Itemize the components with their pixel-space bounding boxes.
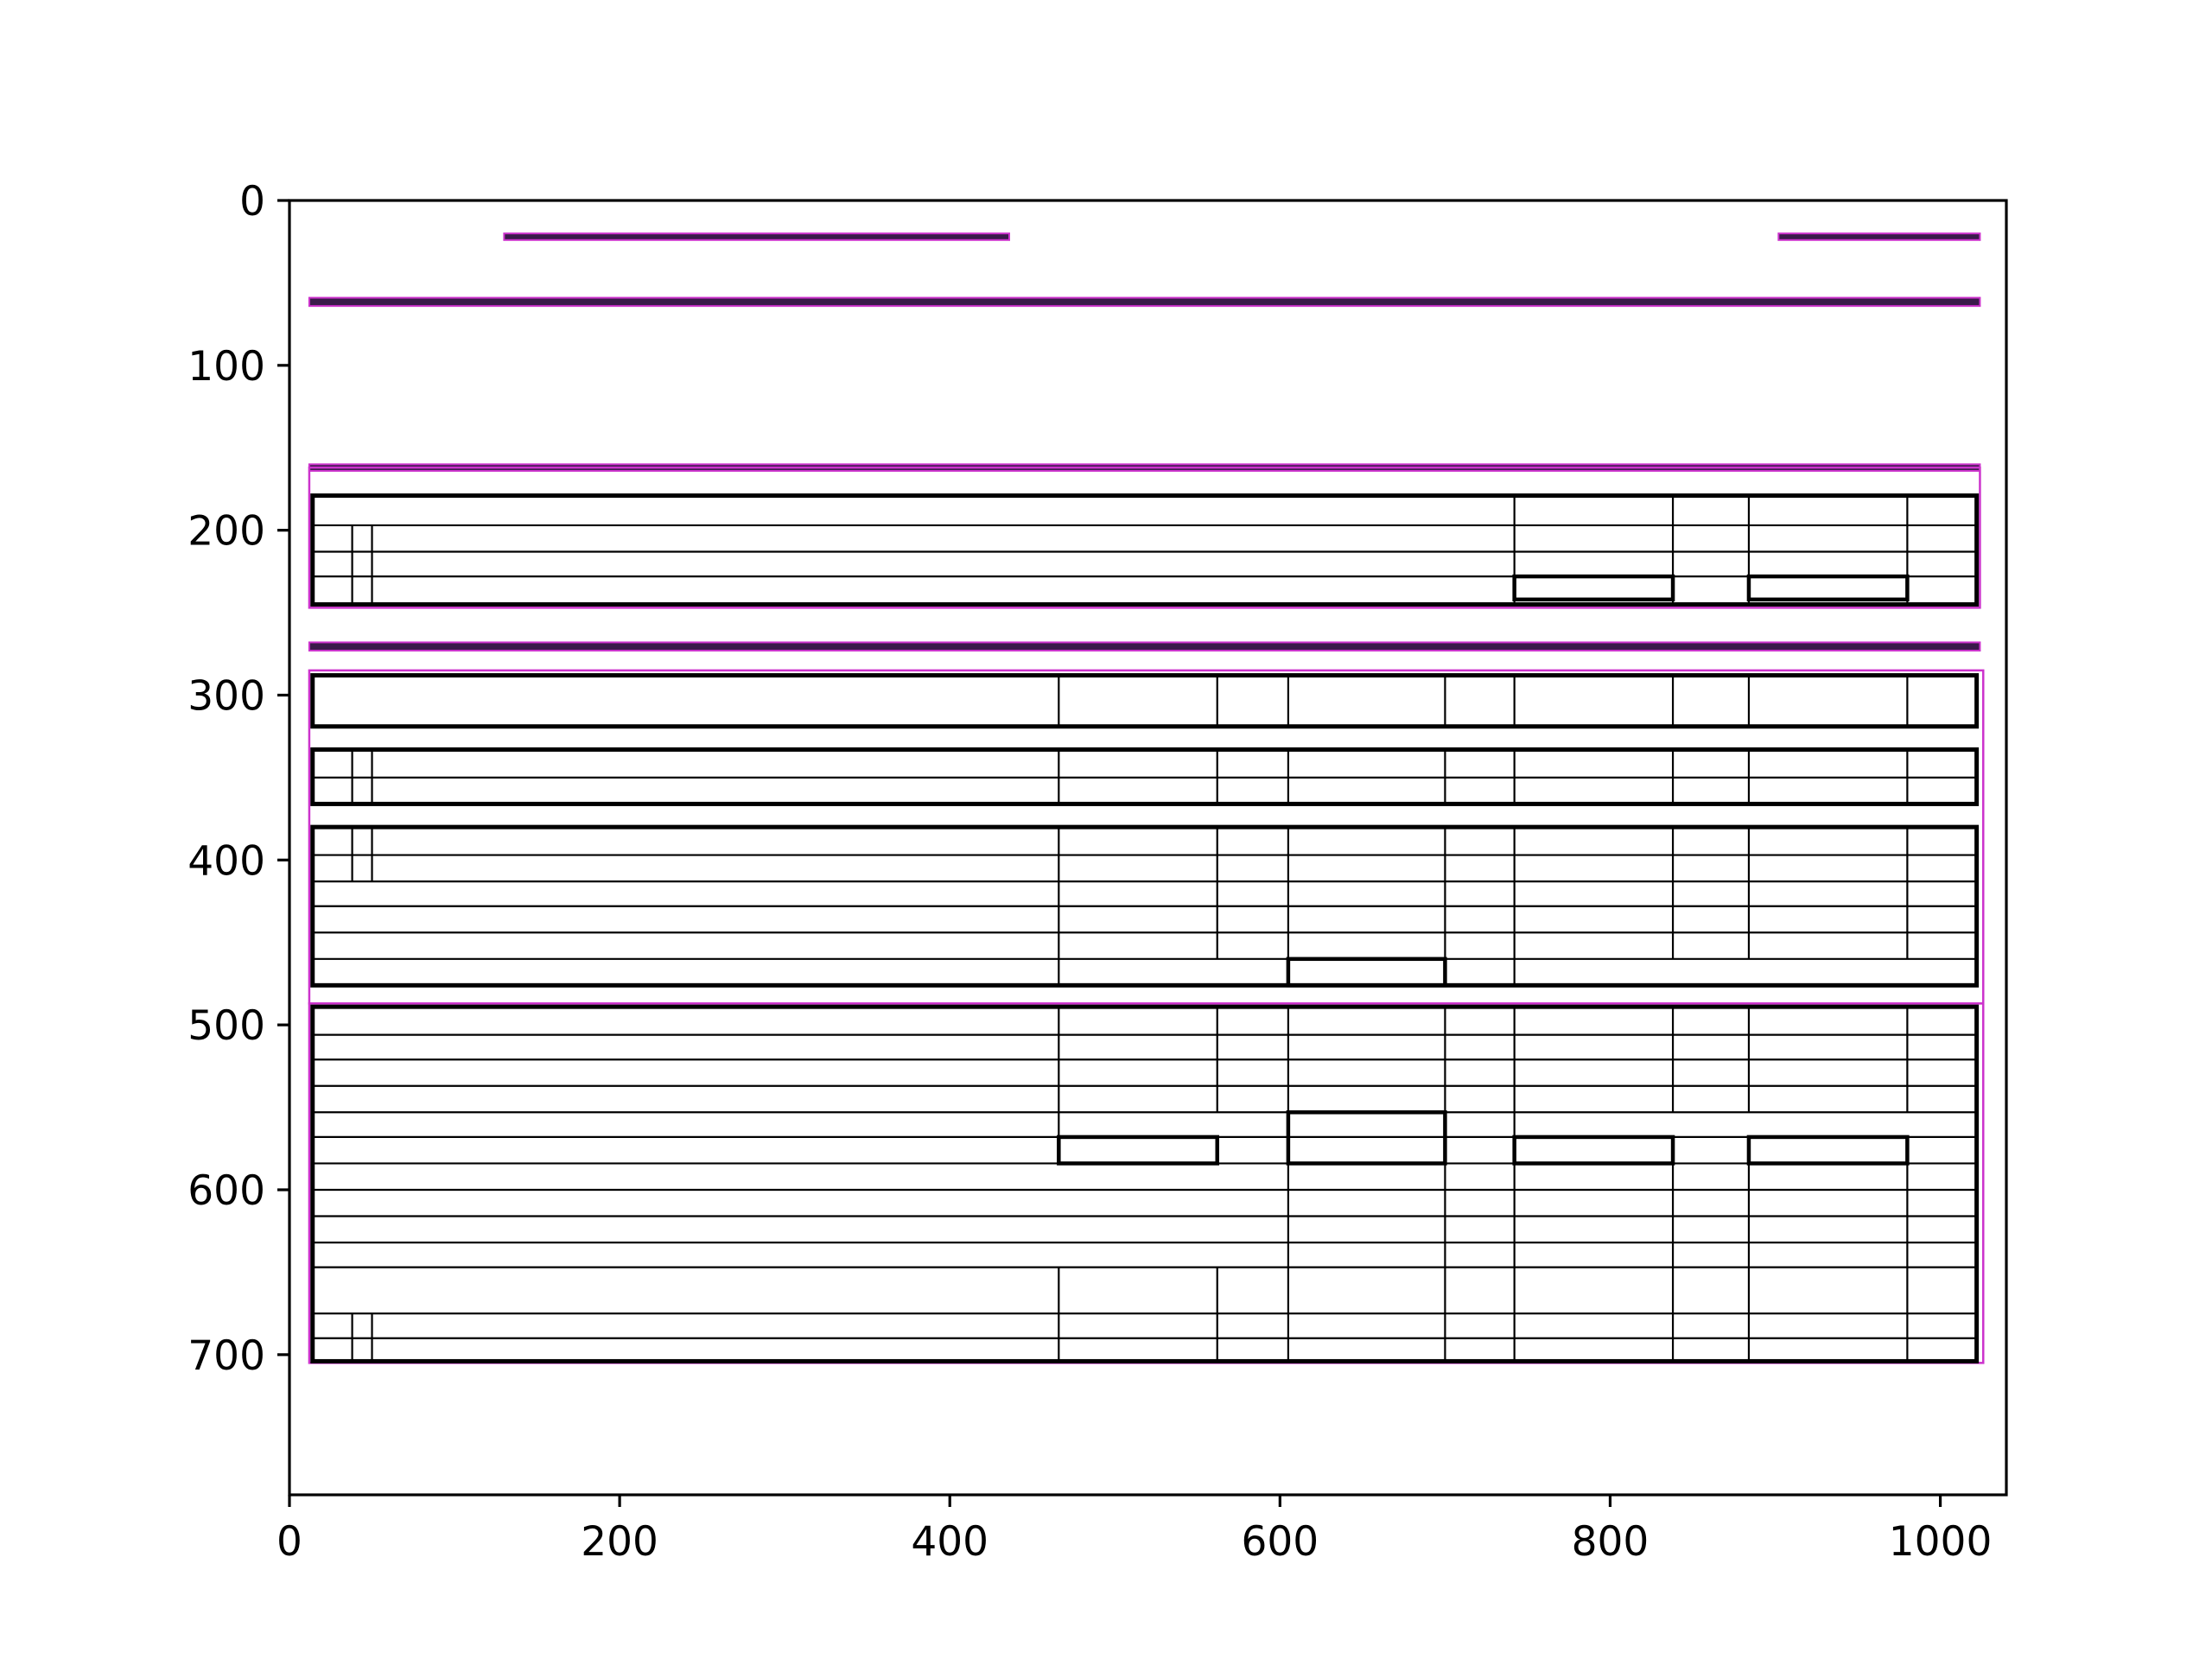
table-cell-box bbox=[1512, 574, 1675, 602]
region-bar bbox=[308, 296, 1981, 308]
x-tick-label: 800 bbox=[1572, 1518, 1649, 1566]
table-group bbox=[310, 747, 1980, 806]
y-tick-label: 200 bbox=[188, 508, 265, 556]
table-cell-box bbox=[1057, 1135, 1219, 1166]
table-group bbox=[310, 493, 1980, 607]
region-bar bbox=[503, 232, 1011, 241]
region-box bbox=[308, 669, 1985, 1005]
region-bar bbox=[308, 641, 1981, 652]
y-tick-label: 400 bbox=[188, 837, 265, 885]
x-axis: 0 200 400 600 800 1000 bbox=[276, 1495, 1992, 1566]
x-tick-label: 1000 bbox=[1889, 1518, 1993, 1566]
table-group bbox=[310, 673, 1980, 729]
plot-content bbox=[308, 232, 1985, 1364]
y-tick-label: 700 bbox=[188, 1332, 265, 1380]
axes-frame bbox=[288, 199, 2008, 1497]
y-axis: 0 100 200 300 400 500 600 700 bbox=[188, 178, 289, 1380]
y-tick-label: 100 bbox=[188, 343, 265, 391]
y-tick-label: 300 bbox=[188, 672, 265, 720]
y-tick-label: 600 bbox=[188, 1167, 265, 1215]
y-tick-label: 0 bbox=[239, 178, 265, 226]
table-group bbox=[310, 1004, 1980, 1363]
table-cell-box bbox=[1512, 1135, 1675, 1166]
table-group bbox=[310, 824, 1980, 988]
table-cell-box bbox=[1746, 1135, 1910, 1166]
region-box bbox=[308, 466, 1981, 609]
table-border bbox=[310, 493, 1980, 607]
table-cell-box bbox=[1746, 574, 1910, 602]
region-box bbox=[308, 1002, 1985, 1364]
x-tick-label: 200 bbox=[581, 1518, 658, 1566]
x-tick-label: 600 bbox=[1241, 1518, 1319, 1566]
region-bar bbox=[1777, 232, 1981, 241]
x-tick-label: 400 bbox=[911, 1518, 988, 1566]
y-tick-label: 500 bbox=[188, 1002, 265, 1050]
table-border bbox=[310, 673, 1980, 729]
table-cell-box bbox=[1286, 957, 1447, 988]
x-tick-label: 0 bbox=[276, 1518, 302, 1566]
table-cell-box bbox=[1286, 1110, 1447, 1166]
